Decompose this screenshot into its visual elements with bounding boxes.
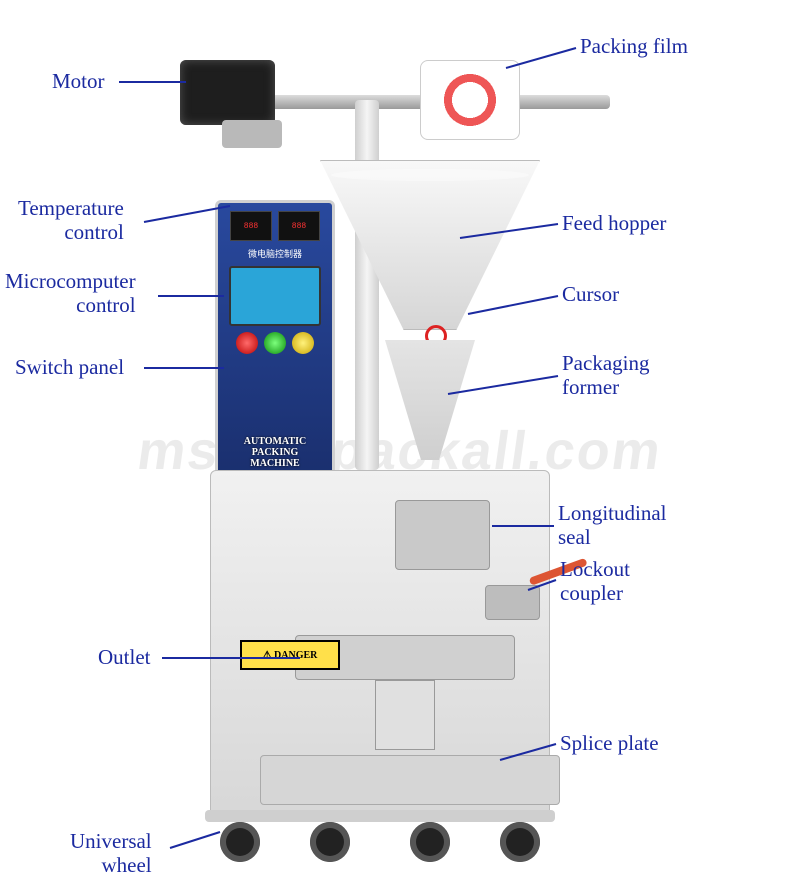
callout-motor: Motor [52, 70, 105, 94]
motor-mount [222, 120, 282, 148]
motor [180, 60, 275, 125]
universal-wheel [310, 822, 350, 862]
splice-plate [260, 755, 560, 805]
callout-temp_ctrl: Temperature control [18, 197, 124, 244]
temp-display-2: 888 [278, 211, 320, 241]
callout-lock_coupler: Lockout coupler [560, 558, 630, 605]
packing-film-roll [420, 60, 520, 140]
callout-feed_hopper: Feed hopper [562, 212, 666, 236]
start-button[interactable] [264, 332, 286, 354]
lockout-coupler [485, 585, 540, 620]
callout-long_seal: Longitudinal seal [558, 502, 667, 549]
base-frame [205, 810, 555, 822]
callout-cursor: Cursor [562, 283, 619, 307]
longitudinal-seal [395, 500, 490, 570]
temp-display-1: 888 [230, 211, 272, 241]
stop-button[interactable] [236, 332, 258, 354]
temperature-controls: 888 888 [230, 211, 320, 241]
callout-universal: Universal wheel [70, 830, 152, 877]
control-panel: 888 888 微电脑控制器 AUTOMATIC PACKING MACHINE [215, 200, 335, 480]
microcomputer-lcd [229, 266, 321, 326]
callout-splice_plate: Splice plate [560, 732, 659, 756]
callout-switch_panel: Switch panel [15, 356, 124, 380]
support-pillar [355, 100, 379, 470]
callout-micro_ctrl: Microcomputer control [5, 270, 136, 317]
universal-wheel [410, 822, 450, 862]
machine-illustration: 888 888 微电脑控制器 AUTOMATIC PACKING MACHINE… [200, 40, 600, 860]
callout-pack_former: Packaging former [562, 352, 649, 399]
universal-wheel [220, 822, 260, 862]
universal-wheel [500, 822, 540, 862]
aux-button[interactable] [292, 332, 314, 354]
lcd-heading: 微电脑控制器 [248, 247, 302, 260]
panel-title: AUTOMATIC PACKING MACHINE [226, 436, 324, 469]
switch-panel [236, 332, 314, 354]
callout-outlet: Outlet [98, 646, 151, 670]
callout-packing_film: Packing film [580, 35, 688, 59]
crossbar [220, 95, 610, 109]
feed-hopper [320, 160, 540, 330]
outlet [375, 680, 435, 750]
danger-label: ⚠ DANGER [240, 640, 340, 670]
packaging-former [385, 340, 475, 460]
